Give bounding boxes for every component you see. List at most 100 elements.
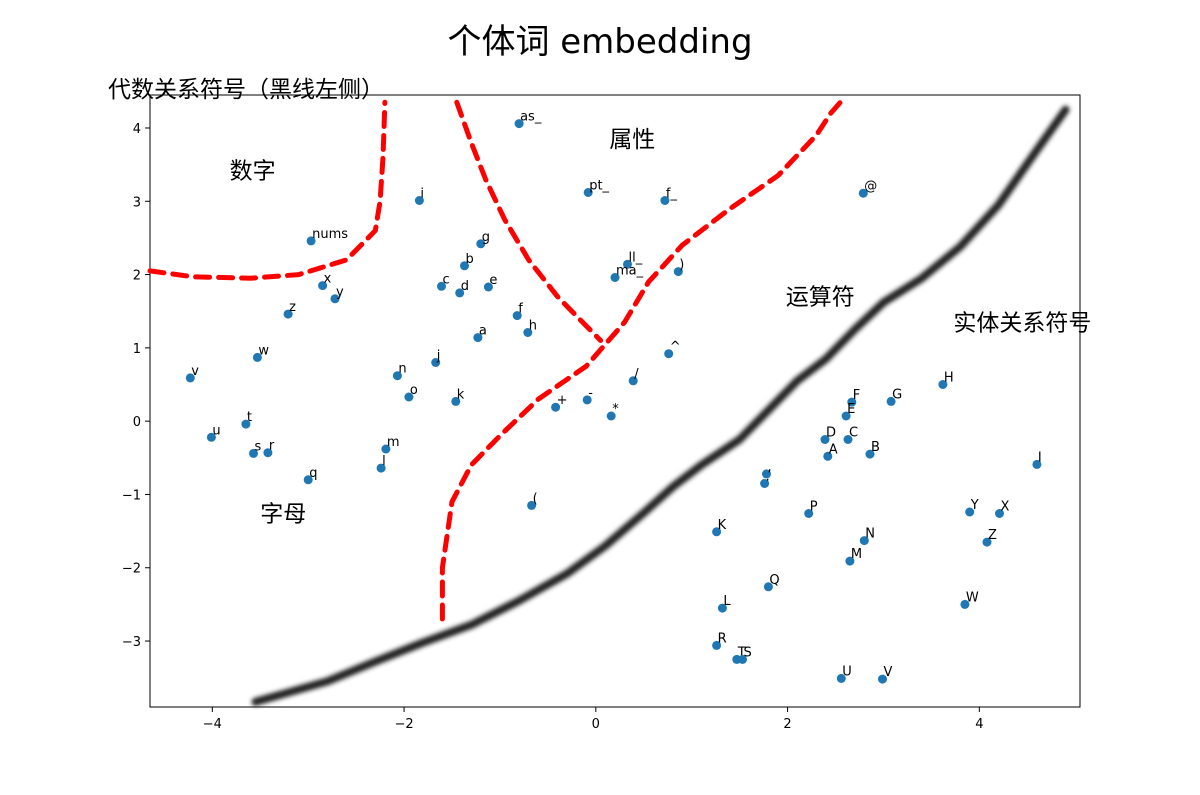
data-point (823, 451, 833, 461)
point-label: h (529, 319, 537, 334)
data-point (263, 448, 273, 458)
data-point (283, 309, 293, 319)
data-point (836, 673, 846, 683)
data-point (763, 582, 773, 592)
data-point (512, 311, 522, 321)
data-points: as_i pt_ f_ @ nums gb ll_ma_) xy c d e z fh a w j ^ v n / o k… (185, 110, 1042, 684)
y-tick-label: 2 (133, 269, 141, 284)
point-label: L (723, 594, 731, 609)
data-point (628, 376, 638, 386)
region-label: 数字 (230, 159, 276, 185)
point-label: ^ (670, 340, 681, 355)
data-point (738, 654, 747, 664)
point-label: v (191, 364, 199, 379)
data-point (249, 448, 258, 458)
y-tick-label: 1 (133, 342, 141, 357)
point-label: / (634, 367, 639, 382)
point-label: pt_ (589, 179, 609, 194)
point-label: ( (533, 491, 538, 506)
guide-lines (147, 99, 1070, 706)
y-tick-label: 3 (133, 195, 141, 210)
point-label: V (884, 665, 893, 680)
point-label: m (387, 435, 400, 450)
data-point (330, 294, 340, 304)
x-tick-label: 2 (783, 717, 791, 732)
data-point (523, 328, 533, 337)
point-label: A (829, 442, 838, 457)
point-label: r (269, 439, 275, 454)
y-tick-label: −2 (122, 562, 141, 577)
point-label: q (309, 466, 317, 481)
point-label: l (382, 454, 386, 469)
point-label: D (826, 426, 836, 441)
x-tick-label: 4 (975, 717, 983, 732)
data-point (712, 640, 722, 650)
region-label: 运算符 (786, 285, 855, 311)
point-label: H (944, 371, 954, 386)
point-label: f_ (666, 187, 678, 202)
point-label: g (482, 230, 490, 245)
point-label: x (324, 272, 332, 287)
x-tick-label: 0 (592, 717, 600, 732)
point-label: o (410, 383, 418, 398)
x-tick-label: −4 (203, 717, 222, 732)
y-tick-label: −1 (122, 488, 141, 503)
data-point (206, 432, 216, 442)
black-boundary-line (251, 105, 1070, 706)
data-point (451, 396, 461, 406)
point-label: i (420, 187, 424, 202)
data-point (982, 537, 992, 547)
data-point (664, 349, 674, 359)
data-point (858, 188, 868, 198)
point-label: + (557, 393, 568, 408)
point-label: Q (769, 573, 779, 588)
data-point (431, 358, 441, 367)
data-point (847, 397, 857, 407)
data-point (483, 282, 493, 292)
data-point (376, 463, 386, 473)
point-label: T (737, 645, 746, 660)
data-point (965, 507, 975, 517)
point-label: K (718, 518, 727, 533)
point-label: W (966, 590, 979, 605)
chart-title: 个体词 embedding (447, 22, 753, 62)
data-point (318, 281, 328, 291)
data-point (820, 435, 830, 444)
data-point (865, 449, 875, 459)
data-point (938, 380, 948, 389)
data-point (551, 402, 561, 412)
point-label: X (1001, 500, 1010, 515)
point-label: b (466, 252, 474, 267)
point-label: f (518, 302, 523, 317)
point-label: , (768, 460, 772, 475)
point-label: as_ (520, 110, 542, 125)
point-label: a (479, 324, 487, 339)
data-point (414, 196, 424, 205)
x-tick-label: −2 (394, 717, 413, 732)
data-point (583, 188, 593, 197)
point-label: S (744, 645, 752, 660)
data-point (717, 603, 727, 613)
corner-label: 代数关系符号（黑线左侧） (108, 77, 384, 103)
data-point (960, 599, 970, 609)
data-point (527, 500, 537, 510)
data-point (859, 536, 869, 546)
region-label: 字母 (260, 502, 306, 528)
data-point (473, 333, 483, 343)
data-point (437, 281, 446, 291)
data-point (381, 444, 391, 454)
data-point (606, 411, 616, 421)
point-label: - (588, 386, 593, 401)
point-label: R (718, 631, 727, 646)
data-point (760, 479, 770, 488)
point-label: M (851, 547, 862, 562)
data-point (804, 509, 814, 518)
red-dashed-line-3 (439, 99, 843, 622)
y-tick-label: −3 (122, 635, 141, 650)
data-point (610, 273, 620, 282)
point-label: u (212, 423, 220, 438)
data-point (306, 236, 316, 246)
point-label: y (336, 285, 344, 300)
point-label: n (398, 362, 406, 377)
